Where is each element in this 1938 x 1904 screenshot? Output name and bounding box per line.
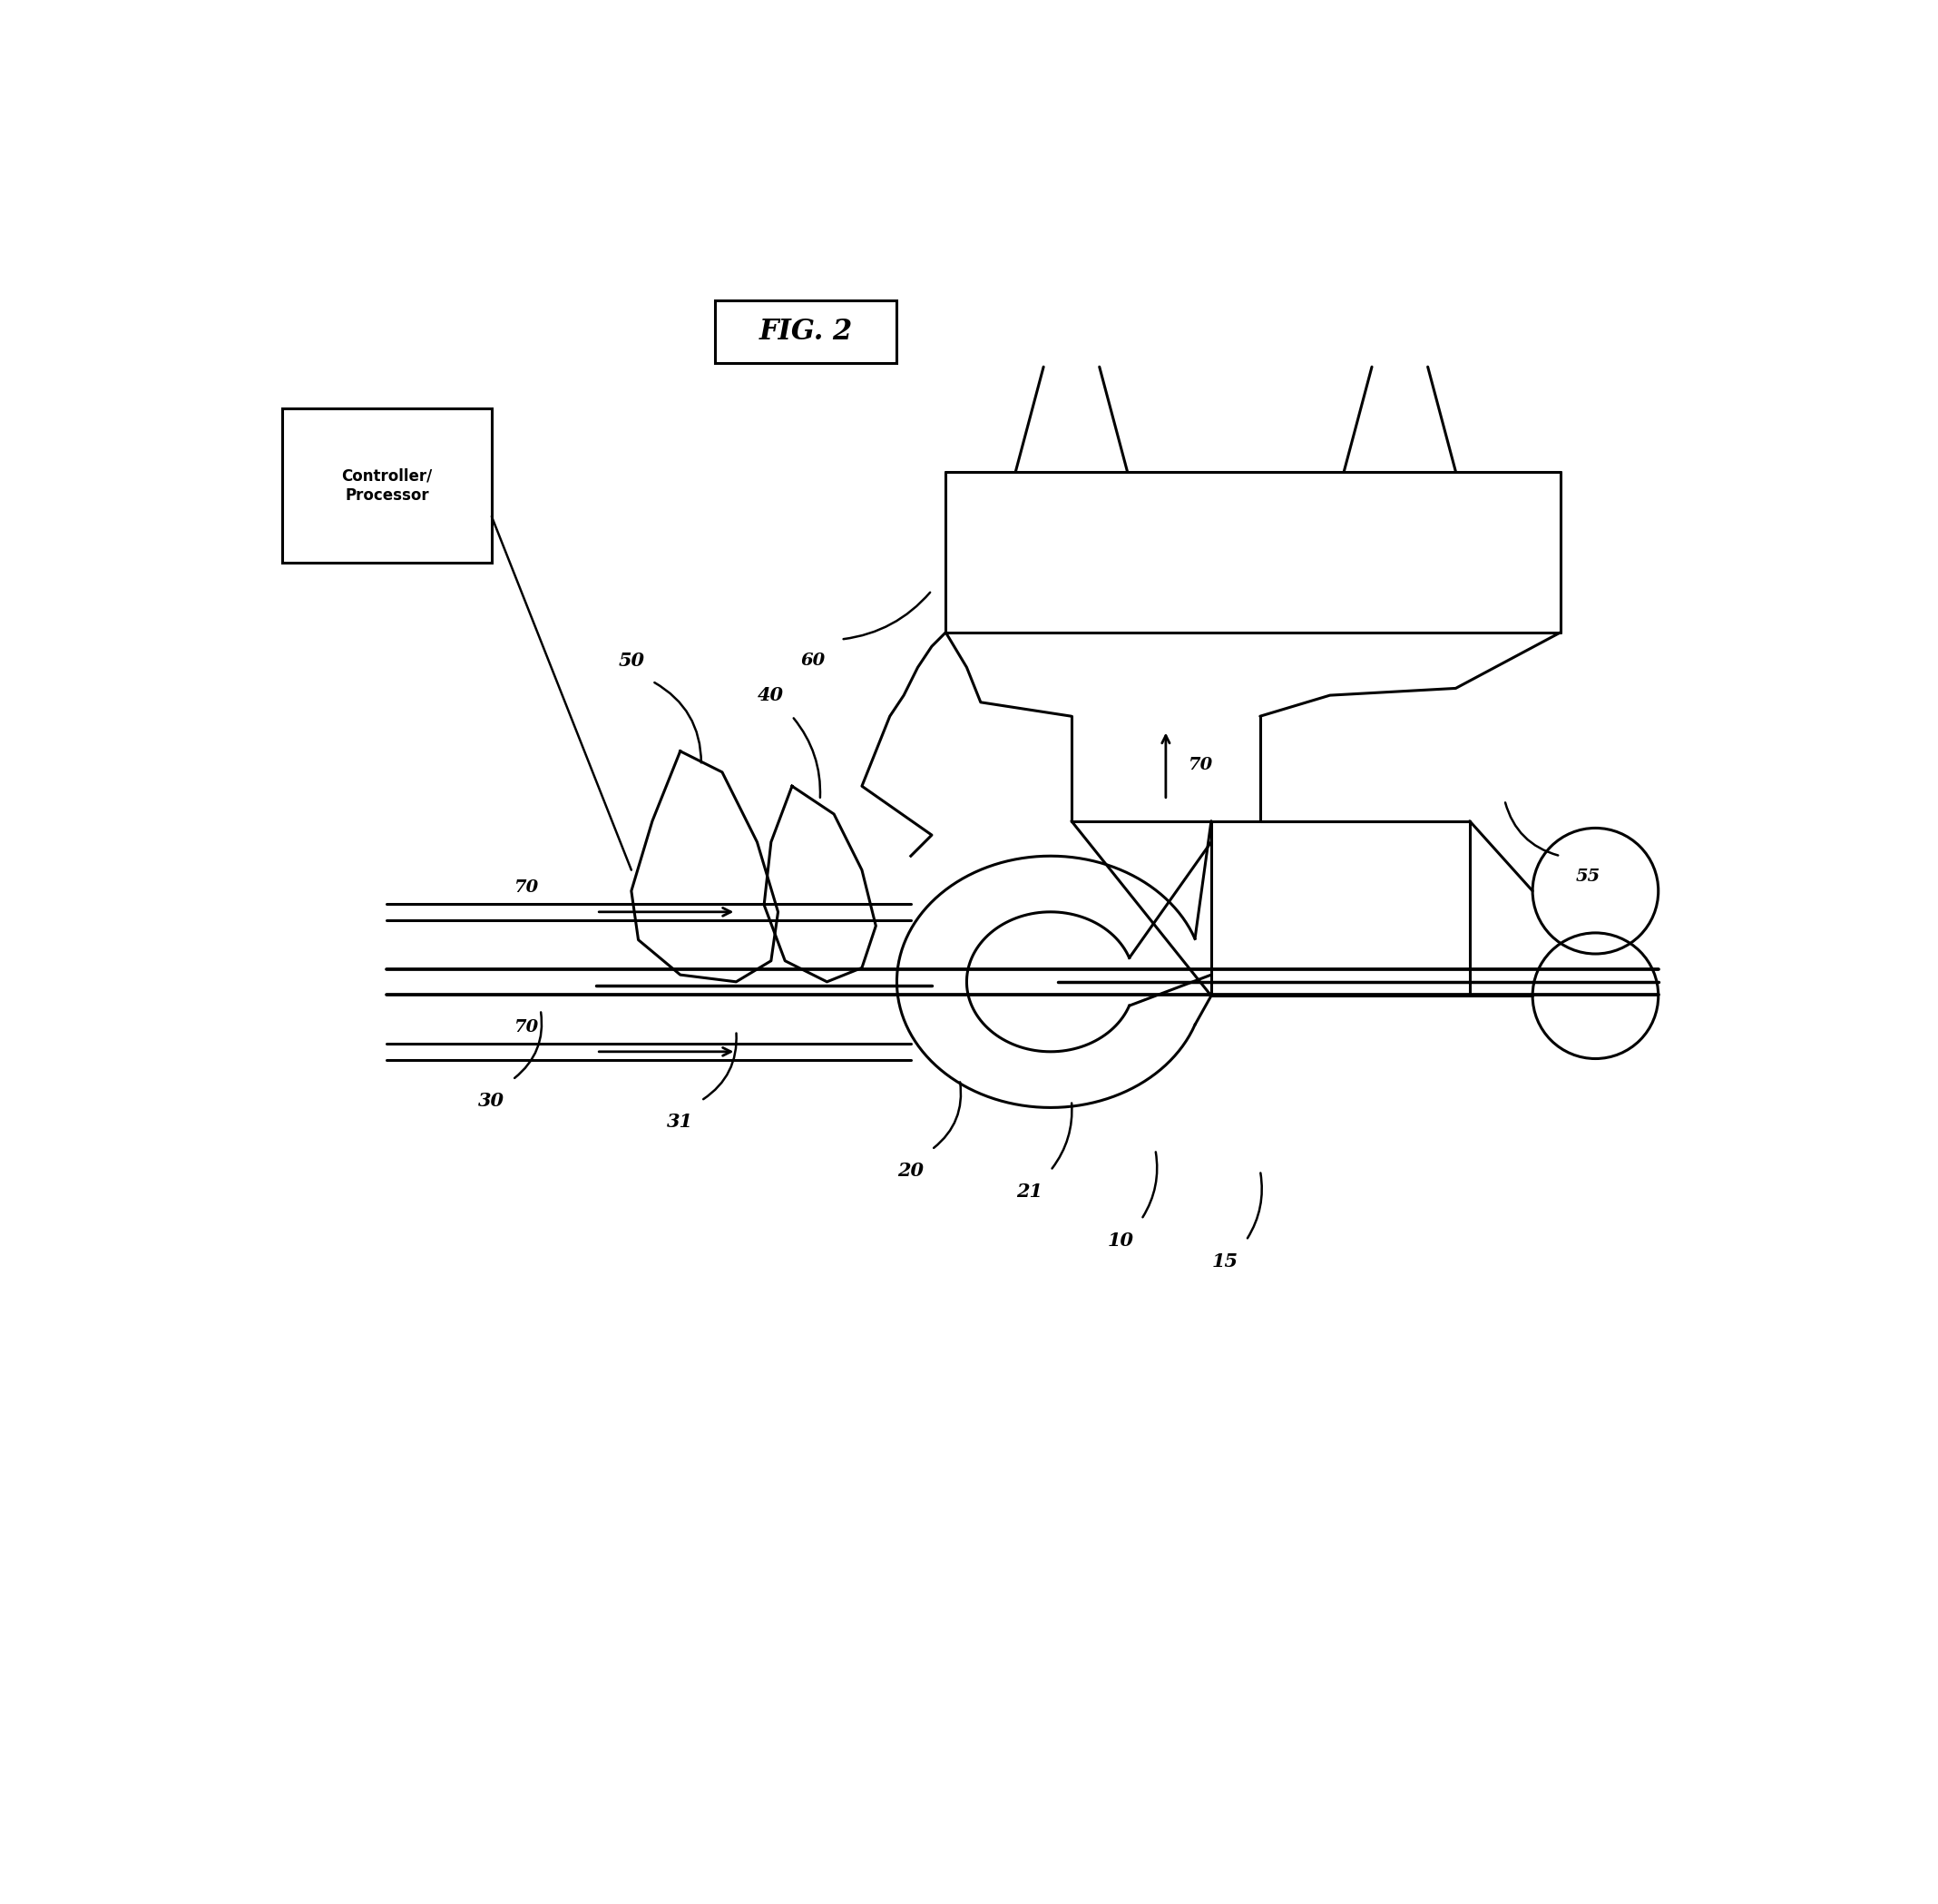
Text: 55: 55 [1576, 868, 1601, 885]
Text: Controller/
Processor: Controller/ Processor [341, 468, 432, 503]
Text: 50: 50 [618, 651, 645, 670]
Text: FIG. 2: FIG. 2 [760, 318, 853, 347]
Text: 70: 70 [1188, 758, 1213, 773]
Text: 40: 40 [758, 685, 785, 704]
Text: 30: 30 [479, 1091, 504, 1110]
Text: 15: 15 [1211, 1253, 1238, 1270]
Text: 31: 31 [667, 1112, 694, 1131]
Text: 10: 10 [1107, 1232, 1134, 1249]
Text: 21: 21 [1016, 1182, 1043, 1201]
Text: 60: 60 [800, 653, 826, 668]
Text: 70: 70 [514, 880, 539, 895]
Bar [283, 409, 492, 562]
Text: 20: 20 [897, 1161, 924, 1180]
Bar [715, 301, 897, 364]
Text: 70: 70 [514, 1019, 539, 1036]
